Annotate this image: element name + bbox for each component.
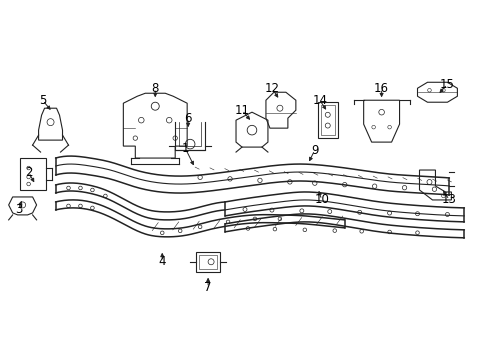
Text: 11: 11: [234, 104, 249, 117]
Text: 10: 10: [314, 193, 328, 206]
Text: 8: 8: [151, 82, 159, 95]
Bar: [320, 105, 334, 135]
Text: 7: 7: [204, 281, 211, 294]
Bar: [20, 158, 45, 190]
Text: 6: 6: [184, 112, 191, 125]
Text: 5: 5: [39, 94, 46, 107]
Text: 1: 1: [181, 141, 188, 154]
Bar: [199, 255, 217, 269]
Bar: [196, 252, 220, 272]
Bar: [317, 102, 337, 138]
Text: 4: 4: [158, 255, 165, 268]
Text: 13: 13: [441, 193, 456, 206]
Text: 15: 15: [439, 78, 454, 91]
Text: 14: 14: [312, 94, 326, 107]
Text: 12: 12: [264, 82, 279, 95]
Text: 9: 9: [310, 144, 318, 157]
Text: 3: 3: [15, 203, 22, 216]
Text: 16: 16: [373, 82, 388, 95]
Text: 2: 2: [25, 166, 32, 179]
